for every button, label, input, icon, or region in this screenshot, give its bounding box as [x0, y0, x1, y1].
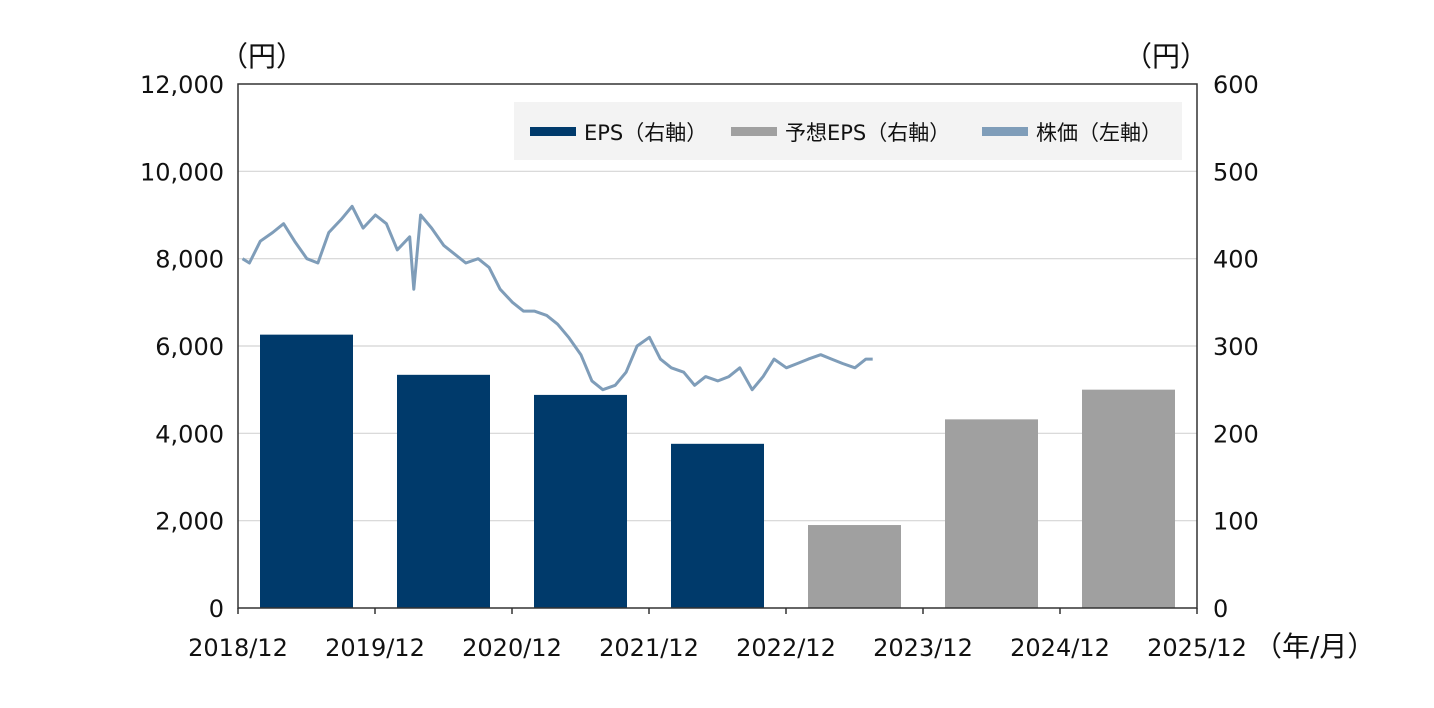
legend-label-forecast-eps: 予想EPS（右軸） [785, 121, 950, 145]
right-axis-ticks: 0 100 200 300 400 500 600 [1213, 71, 1259, 623]
left-tick-label: 4,000 [155, 420, 224, 448]
legend: EPS（右軸） 予想EPS（右軸） 株価（左軸） [514, 102, 1182, 160]
left-tick-label: 8,000 [155, 246, 224, 274]
bar-2022-12 [671, 443, 764, 608]
left-tick-label: 0 [209, 595, 224, 623]
x-tick-marks [237, 608, 1198, 614]
left-tick-label: 10,000 [140, 158, 224, 186]
left-axis-unit: （円） [220, 40, 304, 73]
legend-box [514, 102, 1182, 160]
eps-bars [260, 334, 1175, 608]
x-axis-ticks: 2018/12 2019/12 2020/12 2021/12 2022/12 2023/… [188, 634, 1247, 662]
left-axis-ticks: 0 2,000 4,000 6,000 8,000 10,000 12,000 [140, 71, 224, 623]
x-tick-label: 2024/12 [1010, 634, 1110, 662]
right-tick-label: 300 [1213, 333, 1259, 361]
stock-price-line [241, 204, 873, 392]
legend-label-price: 株価（左軸） [1036, 121, 1162, 145]
left-tick-label: 12,000 [140, 71, 224, 99]
legend-swatch-forecast-eps [731, 127, 777, 136]
legend-swatch-price [982, 127, 1028, 136]
right-tick-label: 600 [1213, 71, 1259, 99]
bar-2020-12 [397, 374, 490, 608]
legend-swatch-eps [530, 127, 576, 136]
right-tick-label: 0 [1213, 595, 1228, 623]
right-tick-label: 400 [1213, 246, 1259, 274]
bar-2025-12 [1082, 389, 1175, 608]
x-tick-label: 2018/12 [188, 634, 288, 662]
x-tick-label: 2021/12 [599, 634, 699, 662]
legend-label-eps: EPS（右軸） [584, 121, 707, 145]
bar-2021-12 [534, 394, 627, 608]
bar-2024-12 [945, 419, 1038, 608]
bar-2023-12 [808, 525, 901, 608]
right-tick-label: 200 [1213, 420, 1259, 448]
left-tick-label: 2,000 [155, 508, 224, 536]
x-tick-label: 2019/12 [325, 634, 425, 662]
right-axis-unit: （円） [1124, 40, 1208, 73]
right-tick-label: 100 [1213, 508, 1259, 536]
x-tick-label: 2022/12 [736, 634, 836, 662]
x-tick-label: 2023/12 [873, 634, 973, 662]
x-tick-label: 2025/12 [1147, 634, 1247, 662]
x-tick-label: 2020/12 [462, 634, 562, 662]
x-axis-unit: （年/月） [1254, 630, 1375, 663]
plot-frame [237, 83, 1198, 609]
left-tick-label: 6,000 [155, 333, 224, 361]
right-tick-label: 500 [1213, 158, 1259, 186]
bar-2019-12 [260, 334, 353, 608]
